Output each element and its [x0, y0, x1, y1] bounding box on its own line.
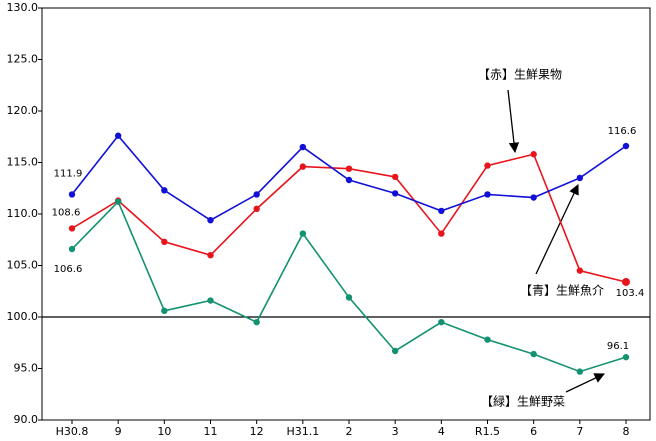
data-point [207, 297, 214, 304]
data-point [622, 353, 630, 361]
x-tick-label: 7 [576, 425, 583, 438]
x-tick-label: H30.8 [56, 425, 89, 438]
data-label: 103.4 [616, 288, 645, 299]
data-point [438, 318, 445, 326]
data-point [484, 162, 491, 169]
x-tick-label: 3 [392, 425, 399, 438]
data-point [345, 165, 353, 172]
series-line [71, 153, 627, 283]
data-point [299, 143, 307, 151]
data-point [530, 350, 537, 358]
y-tick-label: 115.0 [7, 156, 39, 169]
y-tick-label: 90.0 [14, 413, 39, 426]
data-point [345, 176, 353, 184]
data-point [207, 252, 214, 259]
series-annotation: 【赤】生鮮果物 [478, 68, 562, 82]
data-label: 106.6 [54, 264, 83, 275]
y-tick-label: 125.0 [7, 53, 39, 66]
data-point [299, 230, 307, 237]
y-tick-label: 100.0 [7, 310, 39, 323]
y-tick-label: 105.0 [7, 259, 39, 272]
data-point [391, 173, 399, 181]
data-point [68, 191, 76, 198]
y-tick-label: 110.0 [7, 207, 39, 220]
data-point [438, 207, 445, 215]
data-point [484, 191, 491, 198]
data-label: 96.1 [607, 341, 629, 352]
arrow [507, 89, 520, 154]
series-annotation: 【青】生鮮魚介 [520, 284, 604, 298]
data-point [253, 205, 260, 213]
data-point [576, 267, 584, 274]
data-point [484, 336, 491, 343]
data-point [622, 142, 630, 150]
data-point [161, 238, 168, 246]
data-point [530, 151, 537, 158]
x-tick-label: 12 [250, 425, 264, 438]
data-point [391, 347, 399, 355]
x-tick-label: 10 [157, 425, 171, 438]
data-point [114, 198, 122, 205]
data-point [299, 163, 307, 170]
x-tick-label: 11 [204, 425, 218, 438]
x-tick-label: 9 [115, 425, 122, 438]
data-point [253, 191, 260, 198]
x-tick-label: H31.1 [286, 425, 319, 438]
arrow [535, 184, 579, 275]
data-label: 108.6 [52, 207, 81, 218]
y-tick-label: 130.0 [7, 1, 39, 14]
data-point [114, 132, 122, 139]
x-tick-label: 2 [346, 425, 353, 438]
x-tick-label: 8 [623, 425, 630, 438]
data-point [530, 194, 537, 201]
series-annotation: 【緑】生鮮野菜 [481, 394, 565, 409]
data-label: 111.9 [54, 168, 83, 179]
x-tick-label: 6 [530, 425, 537, 438]
data-point [161, 187, 168, 194]
data-point [391, 190, 399, 197]
data-point [576, 174, 584, 182]
data-point [576, 368, 584, 375]
data-point [161, 307, 168, 315]
data-point [68, 245, 76, 253]
data-point [207, 216, 214, 224]
data-label: 116.6 [608, 126, 637, 137]
arrow [565, 373, 605, 393]
data-point [622, 277, 630, 286]
x-tick-label: 4 [438, 425, 445, 438]
data-point [345, 294, 353, 301]
y-tick-label: 95.0 [14, 362, 39, 375]
data-point [68, 225, 76, 232]
data-point [253, 318, 260, 326]
data-point [438, 230, 445, 237]
y-tick-label: 120.0 [7, 104, 39, 117]
x-tick-label: R1.5 [475, 425, 500, 438]
